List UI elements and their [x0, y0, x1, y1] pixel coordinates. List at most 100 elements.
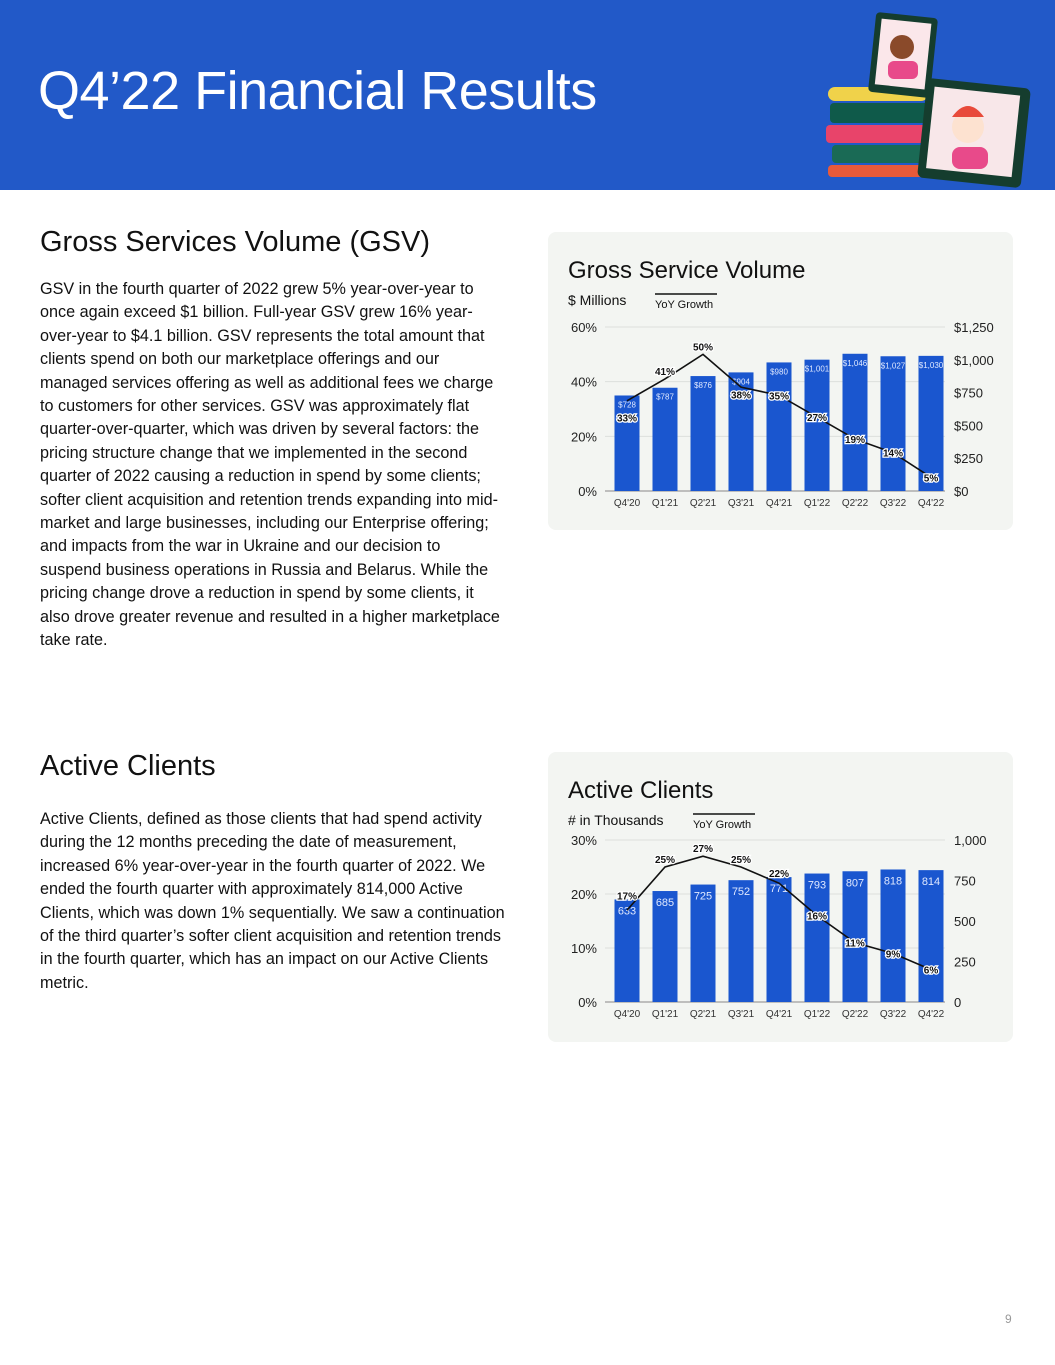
bar — [614, 899, 640, 1002]
page-title: Q4’22 Financial Results — [38, 61, 597, 121]
bar-value-label: 633 — [618, 905, 636, 917]
legend-label: YoY Growth — [655, 299, 713, 311]
bar — [652, 387, 678, 491]
chart-unit-label: # in Thousands — [568, 812, 663, 828]
bar — [652, 891, 678, 1002]
bar-value-label: $1,030 — [919, 361, 944, 370]
active-clients-heading: Active Clients — [40, 750, 216, 782]
chart-title: Active Clients — [568, 777, 713, 804]
x-axis-tick: Q1'22 — [804, 1009, 831, 1020]
yoy-growth-label: 22% — [769, 869, 789, 880]
bar-value-label: 814 — [922, 876, 940, 888]
bar — [766, 877, 792, 1002]
right-axis-tick: 500 — [954, 914, 976, 929]
x-axis-tick: Q1'22 — [804, 498, 831, 509]
bar-value-label: $1,001 — [805, 365, 830, 374]
bar-value-label: $1,046 — [843, 359, 868, 368]
yoy-growth-label: 35% — [769, 391, 789, 402]
left-axis-tick: 0% — [578, 484, 597, 499]
bar-value-label: 752 — [732, 886, 750, 898]
yoy-growth-line — [626, 353, 932, 479]
right-axis-tick: 250 — [954, 955, 976, 970]
right-axis-tick: $1,250 — [954, 320, 994, 335]
yoy-growth-label: 14% — [883, 449, 903, 460]
x-axis-tick: Q4'22 — [918, 498, 945, 509]
x-axis-tick: Q3'22 — [880, 1009, 907, 1020]
x-axis-tick: Q2'21 — [690, 1009, 717, 1020]
right-axis-tick: 1,000 — [954, 833, 987, 848]
gsv-paragraph: GSV in the fourth quarter of 2022 grew 5… — [40, 280, 500, 650]
legend-label: YoY Growth — [693, 819, 751, 831]
bar — [804, 359, 830, 491]
yoy-growth-label: 27% — [807, 413, 827, 424]
bar — [880, 356, 906, 491]
yoy-growth-label: 33% — [617, 413, 637, 424]
bar-value-label: $904 — [732, 377, 750, 386]
yoy-growth-label: 38% — [731, 390, 751, 401]
x-axis-tick: Q2'22 — [842, 1009, 869, 1020]
yoy-growth-label: 9% — [886, 949, 901, 960]
bar-value-label: $728 — [618, 400, 636, 409]
bar — [804, 873, 830, 1002]
bar — [842, 353, 868, 491]
bar-value-label: $980 — [770, 367, 788, 376]
left-axis-tick: 0% — [578, 995, 597, 1010]
x-axis-tick: Q4'22 — [918, 1009, 945, 1020]
right-axis-tick: $250 — [954, 451, 983, 466]
x-axis-tick: Q4'21 — [766, 1009, 793, 1020]
x-axis-tick: Q1'21 — [652, 1009, 679, 1020]
bar — [766, 362, 792, 491]
chart-unit-label: $ Millions — [568, 292, 626, 308]
gsv-heading: Gross Services Volume (GSV) — [40, 226, 430, 258]
yoy-growth-label: 41% — [655, 367, 675, 378]
bar — [728, 372, 754, 491]
yoy-growth-label: 16% — [807, 912, 827, 923]
x-axis-tick: Q4'20 — [614, 1009, 641, 1020]
yoy-growth-label: 5% — [924, 473, 939, 484]
chart-title: Gross Service Volume — [568, 257, 805, 284]
right-axis-tick: 750 — [954, 874, 976, 889]
bar — [690, 884, 716, 1002]
left-axis-tick: 30% — [571, 833, 597, 848]
x-axis-tick: Q2'21 — [690, 498, 717, 509]
yoy-growth-label: 6% — [924, 966, 939, 977]
bar-value-label: 793 — [808, 880, 826, 892]
x-axis-tick: Q4'20 — [614, 498, 641, 509]
bar — [918, 355, 944, 491]
right-axis-tick: $0 — [954, 484, 968, 499]
yoy-growth-label: 17% — [617, 891, 637, 902]
yoy-growth-line — [626, 855, 932, 971]
x-axis-tick: Q3'21 — [728, 498, 755, 509]
left-axis-tick: 20% — [571, 429, 597, 444]
yoy-growth-label: 25% — [655, 855, 675, 866]
bar-value-label: 818 — [884, 875, 902, 887]
bar — [728, 880, 754, 1002]
x-axis-tick: Q3'21 — [728, 1009, 755, 1020]
x-axis-tick: Q1'21 — [652, 498, 679, 509]
left-axis-tick: 10% — [571, 941, 597, 956]
yoy-growth-label: 25% — [731, 855, 751, 866]
bar — [614, 395, 640, 491]
right-axis-tick: $1,000 — [954, 353, 994, 368]
x-axis-tick: Q2'22 — [842, 498, 869, 509]
left-axis-tick: 60% — [571, 320, 597, 335]
yoy-growth-label: 11% — [845, 939, 865, 950]
bar — [880, 869, 906, 1002]
books-tablet-illustration — [826, 12, 1031, 188]
x-axis-tick: Q4'21 — [766, 498, 793, 509]
left-axis-tick: 40% — [571, 375, 597, 390]
bar-value-label: 725 — [694, 891, 712, 903]
active-clients-chart-card: Active Clients # in Thousands YoY Growth 0%… — [548, 752, 1013, 1042]
bar — [690, 376, 716, 491]
bar-value-label: $787 — [656, 393, 674, 402]
page-number: 9 — [1005, 1312, 1012, 1326]
bar-value-label: 807 — [846, 877, 864, 889]
page-header: Q4’22 Financial Results — [0, 0, 1055, 190]
active-clients-paragraph: Active Clients, defined as those clients… — [40, 810, 505, 992]
right-axis-tick: $500 — [954, 418, 983, 433]
yoy-growth-label: 27% — [693, 844, 713, 855]
left-axis-tick: 20% — [571, 887, 597, 902]
right-axis-tick: $750 — [954, 386, 983, 401]
x-axis-tick: Q3'22 — [880, 498, 907, 509]
bar-value-label: 685 — [656, 897, 674, 909]
